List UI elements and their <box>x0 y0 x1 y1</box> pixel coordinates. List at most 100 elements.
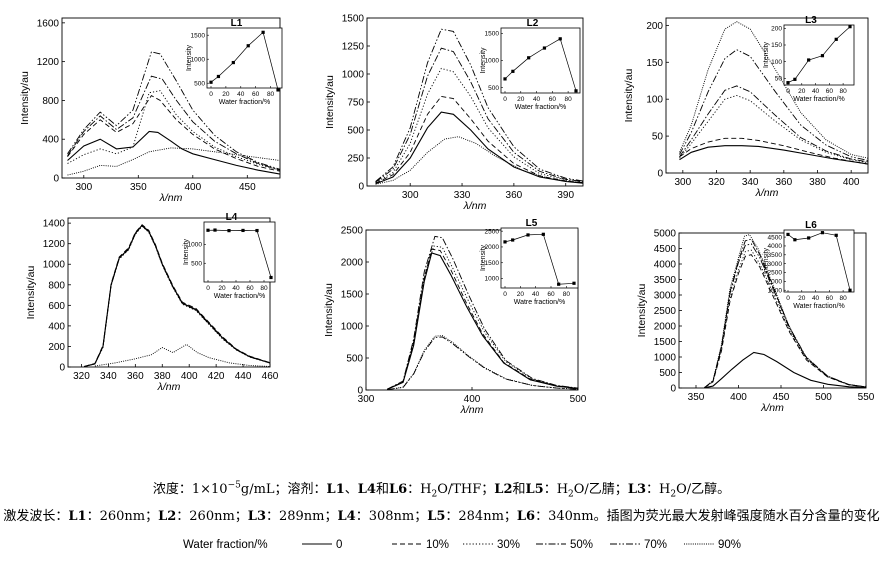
x-tick-label: 320 <box>708 177 725 188</box>
x-tick-label: 400 <box>843 177 860 188</box>
inset-y-tick-label: 2000 <box>485 244 500 251</box>
x-tick-label: 550 <box>858 392 875 403</box>
inset-y-tick-label: 2000 <box>768 279 783 286</box>
y-tick-label: 3000 <box>654 291 677 302</box>
inset-marker <box>213 228 217 232</box>
x-tick-label: 320 <box>73 371 90 382</box>
inset-marker <box>807 58 811 62</box>
x-tick-label: 350 <box>688 392 705 403</box>
x-tick-label: 500 <box>815 392 832 403</box>
inset-y-tick-label: 3000 <box>768 261 783 268</box>
y-tick-label: 0 <box>657 169 663 180</box>
inset-x-tick-label: 0 <box>503 96 507 103</box>
y-tick-label: 0 <box>59 363 65 374</box>
panel-l1: 300 350 400 450040080012001600λ/nmIntensity… <box>19 17 283 204</box>
inset-marker <box>206 228 210 232</box>
inset-y-label: Intensity <box>183 238 190 265</box>
series-50pct <box>67 75 280 171</box>
panel-l3: 300 320 340 360 380 400050100150200λ/nmIntens… <box>623 15 869 199</box>
inset-marker <box>786 232 790 237</box>
inset-y-tick-label: 1500 <box>768 287 783 294</box>
y-tick-label: 800 <box>48 280 65 291</box>
series-0 <box>67 130 280 175</box>
inset-y-label: Intensity <box>480 244 487 271</box>
y-tick-label: 0 <box>53 174 59 185</box>
x-tick-label: 350 <box>130 182 147 193</box>
inset-y-label: Intensity <box>186 44 193 71</box>
x-tick-label: 390 <box>557 190 574 201</box>
x-axis-label: λ/nm <box>755 187 779 199</box>
plot-frame <box>665 17 869 174</box>
caption-fragment: L3 <box>627 482 646 497</box>
x-tick-label: 440 <box>235 371 252 382</box>
x-axis-label: λ/nm <box>157 381 181 393</box>
inset-title: L3 <box>805 15 817 26</box>
inset-marker <box>541 232 545 236</box>
caption-fragment: L6 <box>516 509 536 524</box>
inset-x-label: Water fraction/% <box>219 99 270 106</box>
series-10pct <box>375 95 583 184</box>
inset-x-tick-label: 40 <box>812 295 820 302</box>
panel-l6: 350 400 450 500 5500500100015002000250030003… <box>636 220 875 414</box>
inset-y-tick-label: 50 <box>775 76 783 83</box>
legend-entry: 70% <box>644 539 667 551</box>
inset-marker <box>227 229 231 233</box>
x-tick-label: 460 <box>262 371 279 382</box>
y-tick-label: 1200 <box>37 57 60 68</box>
inset-marker <box>820 54 825 58</box>
caption-fragment: g/mL；溶剂： <box>240 482 327 497</box>
legend-entry: 30% <box>497 539 520 551</box>
y-tick-label: 1400 <box>43 219 66 230</box>
inset-x-tick-label: 40 <box>232 285 240 292</box>
y-tick-label: 750 <box>347 98 364 109</box>
inset-x-label: Water fraction/% <box>515 104 566 111</box>
y-tick-label: 1500 <box>341 290 364 301</box>
series-90pct <box>375 136 583 185</box>
panel-l2: 300 330 360 390 0 250 500 750 1000 1250 1500 λ/nm In… <box>324 14 584 212</box>
inset-l5: 0 20 40 60 80 1000 1500 2000 2500 Watre fraction/… <box>480 218 579 306</box>
series-90pct <box>704 234 866 388</box>
inset-title: L6 <box>805 220 817 231</box>
y-tick-label: 3500 <box>654 275 677 286</box>
inset-y-tick-label: 150 <box>771 42 782 49</box>
inset-marker <box>503 77 507 81</box>
legend: Water fraction/% 0 10% 30% 50% 70% 90% <box>183 539 741 551</box>
y-tick-label: 0 <box>670 384 676 395</box>
series-90pct <box>679 21 868 159</box>
inset-marker <box>503 240 507 244</box>
y-tick-label: 1000 <box>654 353 677 364</box>
caption-fragment: L5 <box>427 509 446 524</box>
inset-marker <box>269 275 273 280</box>
inset-marker <box>786 81 790 85</box>
spectra-figure: 300 350 400 450040080012001600λ/nmIntensity… <box>19 14 875 417</box>
y-tick-label: 50 <box>652 132 664 143</box>
inset-marker <box>542 46 547 50</box>
inset-marker <box>216 74 221 79</box>
y-tick-label: 4500 <box>654 244 677 255</box>
x-tick-label: 330 <box>454 190 471 201</box>
y-tick-label: 500 <box>346 354 363 365</box>
inset-x-tick-label: 60 <box>246 285 254 292</box>
inset-x-tick-label: 60 <box>826 295 834 302</box>
inset-x-label: Watre fraction/% <box>514 299 565 306</box>
series-30pct <box>67 90 280 171</box>
inset-y-tick-label: 1500 <box>485 31 500 38</box>
series-10pct <box>679 137 868 165</box>
inset-marker <box>572 281 576 285</box>
y-tick-label: 1500 <box>654 337 677 348</box>
inset-y-tick-label: 4000 <box>768 243 783 250</box>
inset-l4: 0 20 40 60 80 500 1000 Water fraction/% Intensit… <box>183 212 276 300</box>
legend-entry: 90% <box>718 539 741 551</box>
inset-x-tick-label: 0 <box>786 88 790 95</box>
caption-fragment: ：289nm； <box>265 509 338 524</box>
inset-y-tick-label: 2500 <box>768 270 783 277</box>
inset-marker <box>807 236 811 240</box>
series-70pct <box>375 28 583 182</box>
caption-fragment: 和 <box>375 482 389 497</box>
series-50pct <box>84 225 270 367</box>
caption-fragment: L2 <box>494 482 513 497</box>
inset-marker <box>526 233 530 237</box>
inset-title: L5 <box>526 218 538 229</box>
series-70pct <box>679 49 868 161</box>
